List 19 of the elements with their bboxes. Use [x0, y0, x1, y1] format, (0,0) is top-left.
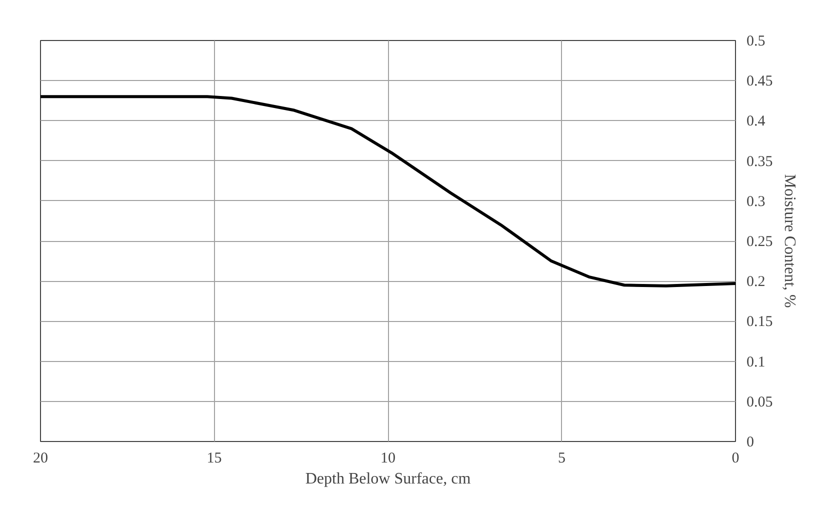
y-axis-title: Moisture Content, % [780, 174, 798, 308]
x-axis-title: Depth Below Surface, cm [305, 470, 472, 488]
line-series [40, 95, 736, 288]
y-tick-label: 0.45 [746, 74, 773, 90]
y-tick-label: 0.2 [746, 274, 766, 290]
y-tick-label: 0.15 [746, 314, 773, 330]
x-tick-label: 5 [558, 450, 566, 466]
y-tick-label: 0.05 [746, 394, 773, 410]
y-tick-label: 0.3 [746, 194, 766, 210]
x-tick-label: 10 [380, 450, 396, 466]
y-tick-label: 0 [746, 434, 754, 450]
y-tick-label: 0.1 [746, 354, 766, 370]
x-tick-label: 0 [732, 450, 740, 466]
y-tick-label: 0.4 [746, 114, 766, 130]
y-tick-label: 0.25 [746, 234, 773, 250]
x-tick-label: 15 [206, 450, 222, 466]
y-tick-label: 0.35 [746, 154, 773, 170]
y-tick-label: 0.5 [746, 34, 766, 50]
x-tick-label: 20 [33, 450, 48, 466]
